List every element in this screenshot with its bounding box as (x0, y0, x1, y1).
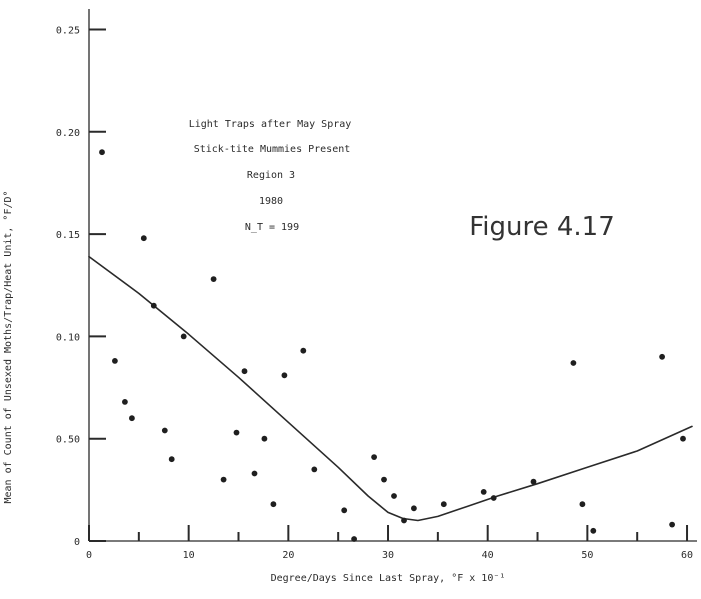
y-tick-label: 0.50 (56, 435, 80, 446)
y-tick-label: 0.10 (56, 332, 80, 343)
data-point (440, 501, 447, 508)
y-tick-label: 0.15 (56, 230, 80, 241)
data-point (129, 415, 135, 422)
data-point (401, 517, 407, 524)
data-point (590, 527, 597, 534)
data-point (233, 429, 240, 436)
data-point (351, 536, 357, 542)
data-point (140, 235, 147, 242)
data-point (311, 466, 318, 473)
y-axis-title: Mean of Count of Unsexed Moths/Trap/Heat… (3, 190, 14, 503)
x-tick-label: 50 (581, 550, 593, 561)
x-tick-label: 10 (183, 550, 195, 561)
x-tick-label: 30 (382, 550, 394, 561)
data-point (371, 454, 377, 460)
annotation-line-5: N_T = 199 (245, 222, 299, 233)
data-point (251, 470, 258, 477)
fitted-curve-layer (88, 255, 693, 522)
data-point (480, 489, 487, 495)
annotation-line-2: Stick-tite Mummies Present (194, 144, 351, 155)
data-point (180, 333, 187, 340)
data-point (570, 360, 577, 366)
data-point (210, 276, 217, 282)
data-points-layer (99, 149, 686, 542)
x-tick-label: 20 (282, 550, 294, 561)
annotation-block: Light Traps after May Spray Stick-tite M… (189, 119, 352, 233)
data-point (680, 435, 686, 442)
x-axis-title: Degree/Days Since Last Spray, °F x 10⁻¹ (271, 573, 506, 584)
data-point (391, 493, 397, 499)
data-point (281, 372, 288, 379)
data-point (150, 302, 157, 309)
data-point (669, 521, 675, 528)
y-tick-label: 0.20 (56, 128, 80, 139)
data-point (381, 476, 387, 483)
axis-ticks: 0 10 20 30 40 50 60 0 0.50 0.10 0.15 0.20 0.25 (56, 25, 693, 561)
x-tick-label: 40 (482, 550, 494, 561)
annotation-line-3: Region 3 (247, 170, 295, 181)
data-point (579, 501, 586, 508)
y-tick-label: 0.25 (56, 25, 80, 36)
data-point (122, 399, 128, 405)
fitted-curve (88, 255, 693, 522)
data-point (490, 495, 497, 501)
data-point (411, 505, 417, 512)
x-tick-label: 0 (86, 550, 92, 561)
x-tick-label: 60 (681, 550, 693, 561)
data-point (261, 435, 268, 442)
data-point (300, 347, 307, 354)
data-point (168, 456, 175, 463)
annotation-line-1: Light Traps after May Spray (189, 119, 352, 130)
axes-frame (88, 9, 697, 542)
y-tick-label: 0 (74, 537, 80, 548)
data-point (161, 427, 168, 434)
data-point (220, 476, 227, 483)
data-point (530, 478, 537, 485)
chart-title: Figure 4.17 (469, 212, 615, 242)
data-point (241, 368, 248, 375)
data-point (341, 507, 348, 514)
data-point (112, 358, 118, 364)
data-point (659, 353, 665, 360)
data-point (270, 501, 277, 508)
annotation-line-4: 1980 (259, 196, 283, 207)
data-point (99, 149, 105, 156)
